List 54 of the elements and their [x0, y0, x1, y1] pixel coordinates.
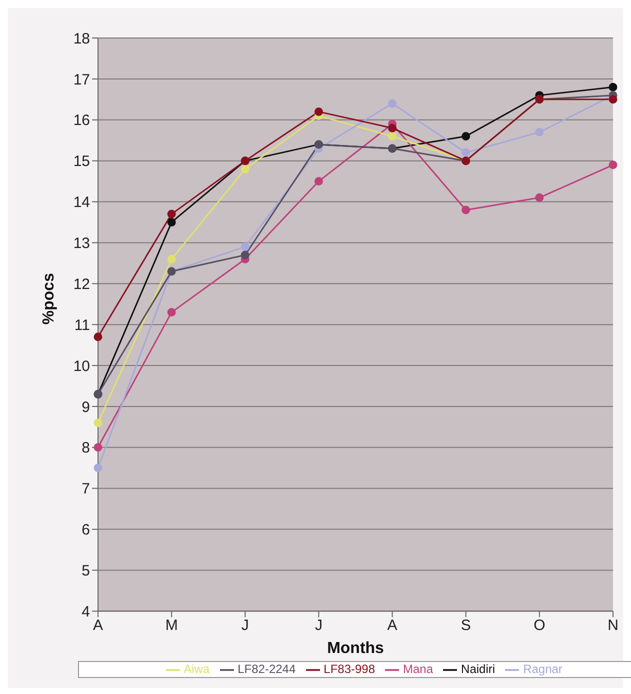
y-tick-label: 14	[73, 194, 90, 212]
legend-label: LF83-998	[324, 662, 376, 676]
y-tick-label: 4	[82, 603, 90, 620]
point	[388, 132, 397, 141]
y-tick-label: 13	[73, 235, 90, 252]
x-tick-label: J	[241, 616, 249, 634]
point	[535, 128, 544, 136]
x-axis-title: Months	[327, 640, 384, 658]
legend-label: Naidiri	[461, 662, 496, 676]
x-tick-label: A	[92, 616, 104, 634]
point	[535, 193, 544, 202]
y-axis-title: %pocs	[40, 272, 58, 325]
point	[462, 132, 470, 141]
point	[240, 164, 250, 174]
point	[240, 242, 250, 252]
point	[462, 148, 470, 157]
point	[462, 206, 470, 214]
point	[94, 443, 102, 452]
point	[167, 210, 176, 218]
y-tick-label: 6	[82, 522, 90, 539]
point	[94, 464, 102, 472]
point	[167, 254, 176, 264]
point	[94, 332, 102, 342]
point	[167, 308, 176, 317]
y-tick-label: 7	[82, 480, 90, 498]
y-tick-label: 11	[74, 316, 90, 334]
point	[608, 82, 618, 92]
x-tick-label: A	[387, 616, 398, 634]
y-tick-label: 17	[73, 71, 90, 88]
legend-label: Ragnar	[523, 662, 562, 676]
y-tick-label: 16	[73, 112, 90, 130]
y-tick-label: 5	[82, 562, 90, 580]
y-tick-label: 15	[73, 153, 90, 170]
legend-label: Aiwa	[184, 662, 210, 676]
point	[388, 99, 397, 108]
y-tick-label: 9	[82, 398, 90, 416]
point	[240, 250, 250, 260]
y-tick-label: 8	[82, 440, 90, 457]
x-tick-label: O	[534, 616, 546, 634]
point	[608, 160, 618, 170]
legend-label: LF82-2244	[238, 662, 296, 676]
legend-label: Mana	[403, 662, 434, 676]
point	[314, 177, 323, 186]
point	[94, 418, 102, 428]
x-tick-label: S	[460, 616, 471, 634]
x-tick-label: N	[608, 616, 618, 634]
point	[388, 124, 397, 132]
point	[167, 218, 176, 226]
y-tick-label: 12	[73, 276, 90, 293]
y-tick-label: 18	[73, 30, 90, 48]
x-tick-label: J	[314, 616, 322, 634]
point	[314, 107, 323, 116]
x-tick-label: M	[165, 616, 178, 634]
y-tick-label: 10	[73, 358, 90, 375]
